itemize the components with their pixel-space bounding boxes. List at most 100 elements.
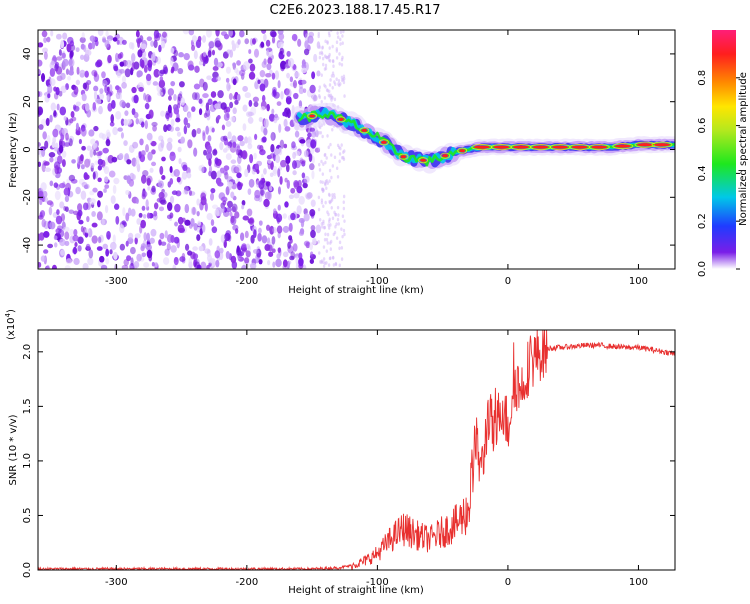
- noise-blob: [102, 219, 105, 226]
- noise-blob: [258, 259, 262, 264]
- noise-blob: [330, 176, 332, 180]
- noise-blob: [199, 99, 203, 104]
- noise-blob: [327, 89, 329, 93]
- noise-blob: [116, 58, 120, 62]
- noise-blob: [269, 186, 273, 191]
- noise-blob: [64, 188, 69, 196]
- noise-blob: [130, 247, 136, 254]
- noise-blob: [92, 102, 96, 111]
- noise-blob: [292, 34, 298, 41]
- noise-blob: [56, 34, 62, 40]
- noise-blob: [214, 58, 218, 66]
- noise-blob: [54, 235, 58, 240]
- noise-blob: [232, 142, 236, 148]
- noise-blob: [267, 159, 272, 164]
- noise-blob: [97, 246, 103, 251]
- noise-blob: [248, 117, 254, 124]
- noise-blob: [99, 88, 103, 94]
- noise-blob: [321, 187, 323, 191]
- noise-blob: [194, 83, 200, 89]
- noise-blob: [298, 258, 304, 267]
- noise-blob: [226, 78, 230, 83]
- noise-blob: [161, 241, 167, 245]
- noise-blob: [244, 38, 249, 44]
- noise-blob: [333, 193, 335, 197]
- noise-blob: [216, 177, 222, 184]
- noise-blob: [105, 205, 108, 213]
- noise-blob: [343, 195, 345, 199]
- noise-blob: [227, 181, 233, 187]
- noise-blob: [119, 61, 124, 66]
- noise-blob: [215, 40, 221, 47]
- noise-blob: [337, 175, 339, 179]
- noise-blob: [293, 243, 298, 252]
- noise-blob: [47, 93, 50, 98]
- noise-blob: [209, 165, 212, 173]
- noise-blob: [254, 49, 259, 58]
- spectrogram-x-tick-label: -300: [105, 276, 128, 287]
- noise-blob: [174, 237, 180, 244]
- noise-blob: [115, 216, 119, 225]
- noise-blob: [174, 169, 180, 177]
- noise-blob: [335, 263, 337, 267]
- noise-blob: [137, 49, 142, 57]
- noise-blob: [139, 225, 142, 233]
- noise-blob: [175, 117, 180, 122]
- noise-blob: [89, 198, 95, 205]
- noise-blob: [286, 73, 290, 79]
- noise-blob: [223, 136, 228, 141]
- noise-blob: [136, 30, 140, 37]
- noise-blob: [115, 111, 121, 120]
- colorbar-tick-label: 0.2: [697, 213, 708, 229]
- noise-blob: [226, 67, 231, 74]
- noise-blob: [87, 146, 92, 151]
- spectrogram-y-tick-label: 0: [22, 146, 33, 152]
- noise-blob: [87, 257, 93, 265]
- noise-blob: [324, 153, 326, 157]
- noise-blob: [49, 157, 53, 162]
- colorbar: 0.00.20.40.60.8 Normalized spectral ampl…: [697, 30, 749, 277]
- noise-blob: [174, 257, 179, 265]
- noise-blob: [145, 144, 149, 152]
- noise-blob: [54, 242, 57, 247]
- noise-blob: [178, 147, 182, 153]
- noise-blob: [249, 217, 255, 225]
- noise-blob: [226, 121, 232, 127]
- noise-blob: [318, 32, 320, 36]
- noise-blob: [237, 135, 243, 141]
- noise-blob: [293, 80, 297, 88]
- noise-blob: [319, 85, 321, 89]
- colorbar-tick-label: 0.0: [697, 261, 708, 277]
- noise-blob: [42, 131, 47, 139]
- noise-blob: [327, 241, 329, 245]
- noise-blob: [177, 68, 183, 74]
- noise-blob: [322, 222, 324, 226]
- noise-blob: [194, 50, 198, 59]
- noise-blob: [91, 211, 96, 217]
- noise-blob: [286, 51, 290, 57]
- noise-blob: [284, 144, 287, 149]
- noise-blob: [313, 54, 317, 62]
- spectrogram-y-axis-label: Frequency (Hz): [8, 112, 19, 188]
- noise-blob: [242, 86, 248, 92]
- noise-blob: [44, 161, 50, 166]
- noise-blob: [197, 221, 201, 227]
- noise-blob: [65, 206, 69, 212]
- noise-blob: [62, 151, 66, 158]
- noise-blob: [259, 145, 263, 152]
- noise-blob: [324, 238, 326, 242]
- noise-blob: [106, 231, 111, 240]
- noise-blob: [323, 226, 325, 230]
- noise-blob: [232, 204, 238, 213]
- noise-blob: [169, 152, 175, 161]
- noise-blob: [284, 119, 288, 127]
- noise-blob: [208, 50, 212, 57]
- noise-blob: [211, 219, 214, 226]
- noise-blob: [94, 71, 97, 77]
- noise-blob: [263, 128, 267, 136]
- noise-blob: [290, 213, 295, 220]
- noise-blob: [44, 51, 48, 59]
- noise-blob: [141, 60, 145, 69]
- noise-blob: [132, 62, 135, 71]
